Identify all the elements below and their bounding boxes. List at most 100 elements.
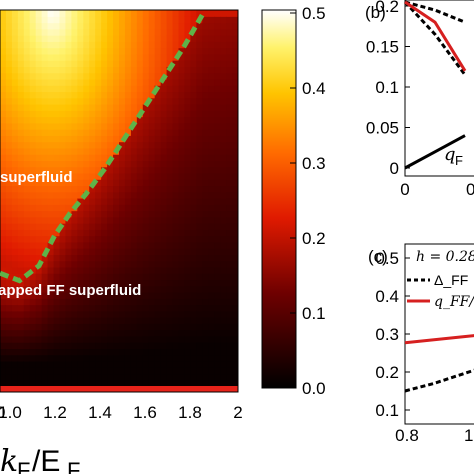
heatmap-cell <box>77 72 84 80</box>
heatmap-cell <box>160 91 168 99</box>
heatmap-cell <box>220 110 227 118</box>
heatmap-cell <box>184 298 191 306</box>
heatmap-cell <box>41 317 49 324</box>
heatmap-cell <box>166 248 174 255</box>
heatmap-cell <box>196 229 203 237</box>
heatmap-cell <box>154 342 162 349</box>
heatmap-cell <box>11 60 19 67</box>
heatmap-cell <box>41 285 49 293</box>
heatmap-cell <box>29 323 37 331</box>
heatmap-cell <box>41 154 49 161</box>
heatmap-cell <box>71 35 78 42</box>
heatmap-cell <box>172 110 180 118</box>
heatmap-cell <box>202 329 209 337</box>
heatmap-cell <box>35 160 43 168</box>
heatmap-cell <box>0 198 7 205</box>
heatmap-cell <box>17 41 25 49</box>
heatmap-cell <box>113 47 120 55</box>
heatmap-cell <box>59 185 67 193</box>
heatmap-cell <box>232 110 238 118</box>
heatmap-cell <box>5 147 13 155</box>
heatmap-cell <box>226 367 233 375</box>
heatmap-cell <box>113 379 120 386</box>
legend-header: h = 0.28 <box>416 249 474 265</box>
heatmap-cell <box>119 248 126 255</box>
heatmap-cell <box>178 28 186 36</box>
heatmap-cell <box>35 141 43 149</box>
heatmap-cell <box>53 317 61 324</box>
heatmap-cell <box>226 97 233 105</box>
heatmap-cell <box>0 241 7 249</box>
heatmap-cell <box>119 298 126 306</box>
heatmap-cell <box>208 116 215 124</box>
heatmap-cell <box>5 135 13 143</box>
heatmap-cell <box>130 373 138 381</box>
heatmap-cell <box>77 298 84 306</box>
heatmap-cell <box>83 229 90 237</box>
heatmap-cell <box>5 66 13 74</box>
heatmap-cell <box>17 60 25 67</box>
heatmap-cell <box>59 72 67 80</box>
heatmap-cell <box>154 241 162 249</box>
heatmap-cell <box>119 91 126 99</box>
heatmap-cell <box>107 35 114 42</box>
heatmap-cell <box>17 72 25 80</box>
heatmap-cell <box>77 317 84 324</box>
heatmap-cell <box>154 266 162 274</box>
heatmap-cell <box>17 172 25 180</box>
heatmap-cell <box>29 354 37 362</box>
heatmap-cell <box>190 22 197 30</box>
heatmap-cell <box>107 260 114 268</box>
heatmap-cell <box>17 91 25 99</box>
heatmap-cell <box>208 47 215 55</box>
heatmap-cell <box>5 85 13 93</box>
heatmap-cell <box>77 198 84 205</box>
heatmap-cell <box>83 367 90 375</box>
heatmap-cell <box>23 41 31 49</box>
heatmap-cell <box>59 16 67 24</box>
heatmap-cell <box>17 279 25 287</box>
panel-c-y-tick-label: 0.2 <box>375 363 399 382</box>
heatmap-cell <box>101 154 108 161</box>
heatmap-cell <box>0 116 7 124</box>
heatmap-cell <box>178 216 186 224</box>
heatmap-cell <box>47 348 55 356</box>
heatmap-cell <box>101 47 108 55</box>
heatmap-cell <box>83 348 90 356</box>
heatmap-cell <box>184 154 191 161</box>
panel-c-y-tick-label: 0.3 <box>375 325 399 344</box>
heatmap-cell <box>83 373 90 381</box>
heatmap-cell <box>11 66 19 74</box>
heatmap-cell <box>202 91 209 99</box>
heatmap-cell <box>196 235 203 243</box>
heatmap-cell <box>65 310 72 318</box>
heatmap-cell <box>89 235 96 243</box>
heatmap-cell <box>220 85 227 93</box>
heatmap-cell <box>95 78 102 86</box>
heatmap-cell <box>202 260 209 268</box>
heatmap-cell <box>89 129 96 136</box>
heatmap-cell <box>65 304 72 312</box>
heatmap-cell <box>11 279 19 287</box>
heatmap-cell <box>113 91 120 99</box>
heatmap-cell <box>47 198 55 205</box>
heatmap-cell <box>178 91 186 99</box>
heatmap-cell <box>89 22 96 30</box>
heatmap-cell <box>214 91 221 99</box>
heatmap-cell <box>113 360 120 368</box>
heatmap-cell <box>172 360 180 368</box>
heatmap-cell <box>47 323 55 331</box>
heatmap-cell <box>172 235 180 243</box>
panel-b-y-tick-label: 0.2 <box>375 0 399 16</box>
heatmap-cell <box>101 298 108 306</box>
heatmap-cell <box>178 335 186 343</box>
heatmap-cell <box>107 342 114 349</box>
heatmap-cell <box>35 16 43 24</box>
heatmap-cell <box>65 97 72 105</box>
heatmap-cell <box>214 360 221 368</box>
heatmap-cell <box>35 35 43 42</box>
heatmap-cell <box>95 323 102 331</box>
heatmap-cell <box>29 35 37 42</box>
heatmap-cell <box>160 135 168 143</box>
heatmap-cell <box>166 329 174 337</box>
